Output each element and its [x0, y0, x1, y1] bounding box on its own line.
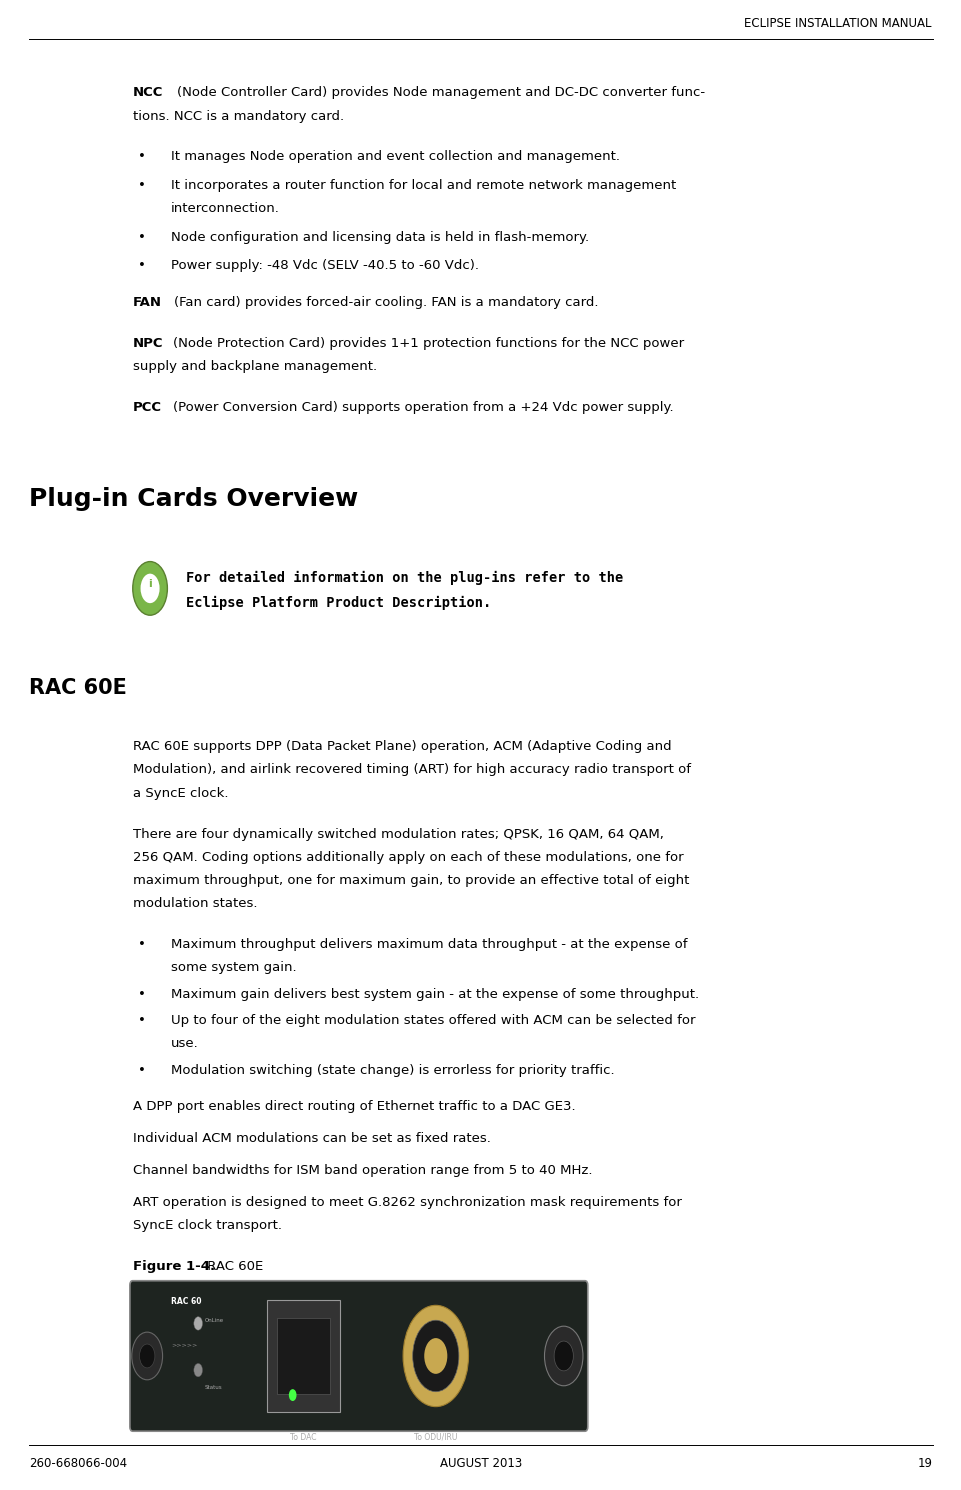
Text: A DPP port enables direct routing of Ethernet traffic to a DAC GE3.: A DPP port enables direct routing of Eth… [133, 1100, 575, 1113]
Text: 19: 19 [917, 1457, 932, 1471]
Text: It manages Node operation and event collection and management.: It manages Node operation and event coll… [171, 150, 620, 164]
Text: a SyncE clock.: a SyncE clock. [133, 787, 228, 800]
Circle shape [193, 1317, 203, 1331]
Text: To DAC: To DAC [290, 1433, 316, 1442]
Text: Channel bandwidths for ISM band operation range from 5 to 40 MHz.: Channel bandwidths for ISM band operatio… [133, 1164, 592, 1177]
Text: •: • [137, 179, 145, 192]
Text: PCC: PCC [133, 401, 161, 414]
Text: ART operation is designed to meet G.8262 synchronization mask requirements for: ART operation is designed to meet G.8262… [133, 1196, 681, 1208]
Text: RAC 60E: RAC 60E [29, 678, 127, 697]
Text: maximum throughput, one for maximum gain, to provide an effective total of eight: maximum throughput, one for maximum gain… [133, 873, 688, 887]
Text: some system gain.: some system gain. [171, 961, 297, 974]
Circle shape [403, 1305, 468, 1407]
Text: •: • [137, 988, 145, 1001]
Circle shape [140, 574, 160, 603]
Text: To ODU/IRU: To ODU/IRU [413, 1433, 457, 1442]
Text: Power supply: -48 Vdc (SELV -40.5 to -60 Vdc).: Power supply: -48 Vdc (SELV -40.5 to -60… [171, 259, 479, 273]
Text: Maximum throughput delivers maximum data throughput - at the expense of: Maximum throughput delivers maximum data… [171, 937, 687, 951]
Text: (Power Conversion Card) supports operation from a +24 Vdc power supply.: (Power Conversion Card) supports operati… [173, 401, 673, 414]
Text: •: • [137, 1015, 145, 1027]
Text: For detailed information on the plug-ins refer to the: For detailed information on the plug-ins… [185, 571, 623, 584]
Text: OnLine: OnLine [205, 1319, 224, 1323]
Text: RAC 60E: RAC 60E [203, 1261, 263, 1272]
Circle shape [133, 562, 167, 615]
Text: Individual ACM modulations can be set as fixed rates.: Individual ACM modulations can be set as… [133, 1132, 490, 1144]
Text: modulation states.: modulation states. [133, 897, 257, 910]
Text: NCC: NCC [133, 86, 163, 100]
Circle shape [132, 1332, 162, 1380]
FancyBboxPatch shape [130, 1281, 587, 1432]
Text: FAN: FAN [133, 297, 161, 310]
Text: Maximum gain delivers best system gain - at the expense of some throughput.: Maximum gain delivers best system gain -… [171, 988, 699, 1001]
Text: •: • [137, 231, 145, 243]
Circle shape [139, 1344, 155, 1368]
Text: ECLIPSE INSTALLATION MANUAL: ECLIPSE INSTALLATION MANUAL [743, 18, 930, 30]
Text: •: • [137, 937, 145, 951]
Circle shape [288, 1389, 296, 1401]
Circle shape [544, 1326, 582, 1386]
Text: Modulation), and airlink recovered timing (ART) for high accuracy radio transpor: Modulation), and airlink recovered timin… [133, 763, 690, 776]
Text: Up to four of the eight modulation states offered with ACM can be selected for: Up to four of the eight modulation state… [171, 1015, 695, 1027]
Text: (Node Controller Card) provides Node management and DC-DC converter func-: (Node Controller Card) provides Node man… [177, 86, 704, 100]
Text: NPC: NPC [133, 337, 163, 350]
Text: •: • [137, 259, 145, 273]
Text: RAC 60: RAC 60 [171, 1298, 202, 1307]
Circle shape [554, 1341, 573, 1371]
Text: interconnection.: interconnection. [171, 203, 280, 215]
Text: Figure 1-4.: Figure 1-4. [133, 1261, 214, 1272]
Text: >>>>>: >>>>> [171, 1342, 197, 1347]
FancyBboxPatch shape [277, 1319, 330, 1395]
Text: •: • [137, 150, 145, 164]
Text: (Node Protection Card) provides 1+1 protection functions for the NCC power: (Node Protection Card) provides 1+1 prot… [173, 337, 683, 350]
Text: Eclipse Platform Product Description.: Eclipse Platform Product Description. [185, 596, 490, 609]
Text: 260-668066-004: 260-668066-004 [29, 1457, 127, 1471]
Text: (Fan card) provides forced-air cooling. FAN is a mandatory card.: (Fan card) provides forced-air cooling. … [174, 297, 598, 310]
Text: Plug-in Cards Overview: Plug-in Cards Overview [29, 487, 357, 511]
Circle shape [193, 1363, 203, 1377]
Text: i: i [148, 580, 152, 589]
Text: AUGUST 2013: AUGUST 2013 [439, 1457, 522, 1471]
Text: It incorporates a router function for local and remote network management: It incorporates a router function for lo… [171, 179, 676, 192]
Text: Status: Status [205, 1384, 222, 1390]
Text: •: • [137, 1064, 145, 1077]
Text: Modulation switching (state change) is errorless for priority traffic.: Modulation switching (state change) is e… [171, 1064, 614, 1077]
Text: tions. NCC is a mandatory card.: tions. NCC is a mandatory card. [133, 110, 343, 122]
Text: 256 QAM. Coding options additionally apply on each of these modulations, one for: 256 QAM. Coding options additionally app… [133, 851, 682, 864]
FancyBboxPatch shape [267, 1301, 339, 1413]
Text: There are four dynamically switched modulation rates; QPSK, 16 QAM, 64 QAM,: There are four dynamically switched modu… [133, 827, 663, 840]
Text: SyncE clock transport.: SyncE clock transport. [133, 1219, 282, 1232]
Text: supply and backplane management.: supply and backplane management. [133, 361, 377, 374]
Circle shape [424, 1338, 447, 1374]
Text: use.: use. [171, 1037, 199, 1050]
Text: RAC 60E supports DPP (Data Packet Plane) operation, ACM (Adaptive Coding and: RAC 60E supports DPP (Data Packet Plane)… [133, 741, 671, 754]
Text: Node configuration and licensing data is held in flash-memory.: Node configuration and licensing data is… [171, 231, 589, 243]
Circle shape [412, 1320, 458, 1392]
